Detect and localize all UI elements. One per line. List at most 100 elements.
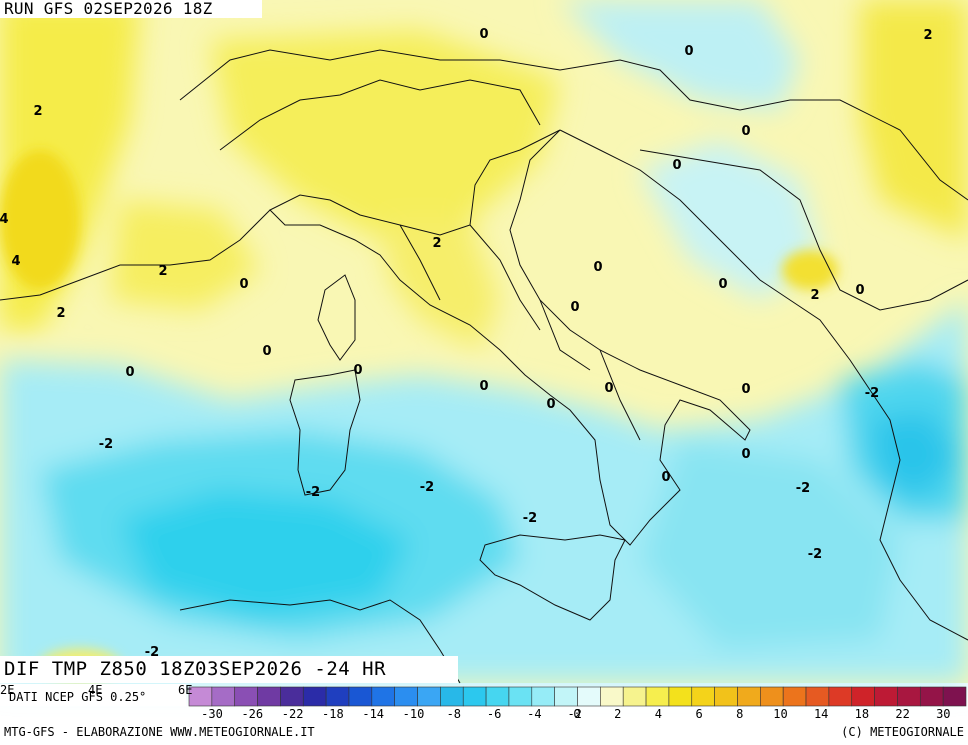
coastline-africa xyxy=(179,599,461,684)
contour-label: 2 xyxy=(923,28,932,43)
colorbar-tick-label: -14 xyxy=(362,707,385,721)
colorbar-tick-label: 14 xyxy=(813,707,829,721)
contour-label: 2 xyxy=(432,236,441,251)
coastline-sardinia xyxy=(289,369,361,496)
colorbar-tick-label: 30 xyxy=(936,707,951,721)
cold-core-greece xyxy=(870,410,960,500)
colorbar-swatch xyxy=(211,686,236,707)
contour-label: 0 xyxy=(570,300,579,315)
contour-label: 2 xyxy=(33,104,42,119)
cool-region-north xyxy=(560,0,800,110)
border-alps xyxy=(219,79,541,151)
border-north xyxy=(179,49,968,201)
run-title: RUN GFS 02SEP2026 18Z xyxy=(0,0,262,18)
colorbar-swatch xyxy=(508,686,533,707)
colorbar-swatch xyxy=(577,686,601,707)
colorbar-swatch xyxy=(600,686,624,707)
colorbar-tick-label: 8 xyxy=(736,707,744,721)
colorbar-swatch xyxy=(668,686,693,707)
contour-label: 4 xyxy=(11,254,20,269)
colorbar-tick-label: -6 xyxy=(486,707,502,721)
contour-label: 0 xyxy=(353,363,362,378)
colorbar-tick-label: -2 xyxy=(567,707,582,721)
map-coastlines xyxy=(0,49,968,684)
colorbar-swatch xyxy=(531,686,555,707)
colorbar-tick-label: 6 xyxy=(695,707,703,721)
contour-label: 0 xyxy=(546,397,555,412)
colorbar-swatch xyxy=(805,686,830,707)
colorbar-tick-label: 10 xyxy=(773,707,788,721)
field-title: DIF TMP Z850 18Z03SEP2026 -24 HR xyxy=(0,656,458,683)
colorbar-swatch xyxy=(760,686,784,707)
contour-label: 0 xyxy=(661,470,670,485)
colorbar-swatch xyxy=(348,686,373,707)
colorbar-swatch xyxy=(302,686,327,707)
cool-region-ionian xyxy=(640,440,900,650)
contour-label: 2 xyxy=(158,264,167,279)
coastline-balkans xyxy=(559,129,968,641)
contour-label: 0 xyxy=(741,124,750,139)
colorbar-swatch xyxy=(440,686,464,707)
colorbar-tick-label: 2 xyxy=(614,707,622,721)
colorbar-swatch xyxy=(851,686,875,707)
colorbar-tick-label: 18 xyxy=(854,707,870,721)
contour-label: 0 xyxy=(239,277,248,292)
cool-region-balkans xyxy=(640,140,820,300)
contour-label: -2 xyxy=(796,481,810,496)
colorbar-swatch xyxy=(919,686,944,707)
contour-label: -2 xyxy=(865,386,879,401)
colorbar-swatch xyxy=(417,686,441,707)
colorbar-tick-label: -8 xyxy=(446,707,462,721)
border-regions xyxy=(399,224,641,441)
contour-label: -2 xyxy=(420,480,434,495)
colorbar-swatch xyxy=(897,686,921,707)
colorbar-swatch xyxy=(622,686,647,707)
colorbar-swatch xyxy=(325,686,350,707)
colorbar-swatch xyxy=(394,686,418,707)
warm-region-alps xyxy=(210,30,560,240)
colorbar-swatch xyxy=(234,686,258,707)
colorbar-swatch xyxy=(280,686,304,707)
contour-label: 0 xyxy=(479,27,488,42)
contour-label: -2 xyxy=(99,437,113,452)
colorbar-tick-label: 22 xyxy=(895,707,910,721)
longitude-tick: 6E xyxy=(178,683,193,697)
contour-label: -2 xyxy=(808,547,822,562)
contour-label: 0 xyxy=(604,381,613,396)
warm-region-northeast xyxy=(860,0,968,240)
contour-label: 0 xyxy=(672,158,681,173)
colorbar-swatch xyxy=(645,686,670,707)
colorbar-swatch xyxy=(554,686,578,707)
contour-label: 0 xyxy=(479,379,488,394)
colorbar-swatch xyxy=(691,686,715,707)
colorbar-tick-label: -18 xyxy=(322,707,344,721)
colorbar-tick-label: -30 xyxy=(201,707,223,721)
colorbar-swatch xyxy=(257,686,281,707)
coastline-sicily xyxy=(479,534,626,621)
contour-label: 0 xyxy=(125,365,134,380)
contour-label-layer: 0 0 2 2 0 0 4 4 2 0 2 0 2 0 0 2 0 0 0 0 0 0 0 0 0 -2 -2 0 -2 -2 -2 -2 -2… xyxy=(0,27,933,660)
coastline-france xyxy=(0,209,271,301)
data-source-label: DATI NCEP GFS 0.25° xyxy=(9,690,147,704)
contour-label: 0 xyxy=(741,447,750,462)
colorbar-swatch xyxy=(371,686,395,707)
contour-label: 4 xyxy=(0,212,9,227)
colorbar xyxy=(188,686,967,707)
contour-label: 2 xyxy=(56,306,65,321)
colorbar-swatch xyxy=(874,686,898,707)
contour-label: 0 xyxy=(593,260,602,275)
contour-label: 0 xyxy=(262,344,271,359)
contour-label: -2 xyxy=(306,485,320,500)
colorbar-swatch xyxy=(714,686,738,707)
colorbar-swatch xyxy=(942,686,967,707)
coastline-italy xyxy=(269,129,751,546)
colorbar-tick-label: -4 xyxy=(527,707,542,721)
contour-label: 0 xyxy=(684,44,693,59)
colorbar-tick-label: 4 xyxy=(654,707,663,721)
contour-label: 0 xyxy=(718,277,727,292)
colorbar-tick-label: -26 xyxy=(241,707,264,721)
colorbar-swatch xyxy=(828,686,853,707)
colorbar-tick-label: 0 xyxy=(573,707,581,721)
colorbar-swatch xyxy=(485,686,510,707)
